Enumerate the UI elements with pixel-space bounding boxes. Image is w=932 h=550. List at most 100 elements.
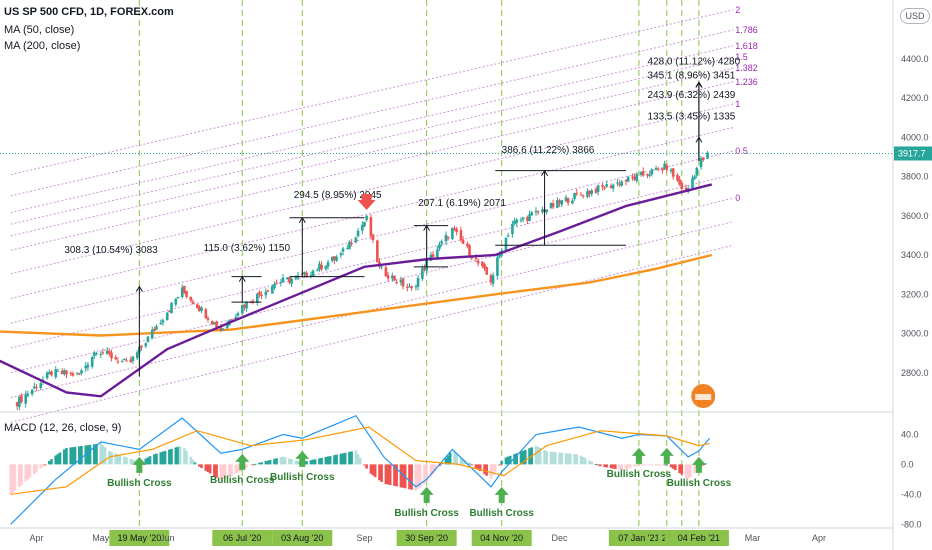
macd-histogram-bar xyxy=(39,464,43,469)
ma50-line xyxy=(0,183,713,398)
time-highlight-label: 30 Sep '20 xyxy=(405,533,448,543)
measure-label: 386.6 (11.22%) 3866 xyxy=(502,145,595,156)
candle-body xyxy=(506,235,510,237)
bullish-cross-label: Bullish Cross xyxy=(607,469,672,480)
candle-body xyxy=(616,182,619,184)
candle-body xyxy=(669,169,673,172)
macd-histogram-bar xyxy=(9,464,13,495)
candle-body xyxy=(350,242,353,244)
time-highlight-bg xyxy=(668,530,729,546)
candle-body xyxy=(459,230,463,241)
macd-histogram-bar xyxy=(251,464,255,466)
candle-body xyxy=(665,165,669,170)
macd-histogram-bar xyxy=(603,464,606,468)
time-highlight-bg xyxy=(109,530,170,546)
candle-body xyxy=(316,270,319,272)
macd-histogram-bar xyxy=(234,464,238,474)
candle-body xyxy=(273,284,276,289)
macd-histogram-bar xyxy=(573,454,576,465)
candle-body xyxy=(605,184,609,187)
candle-body xyxy=(695,167,699,176)
candle-body xyxy=(455,228,458,232)
candle-body xyxy=(431,254,435,257)
bullish-cross-label: Bullish Cross xyxy=(107,478,172,489)
macd-histogram-bar xyxy=(433,464,437,472)
candle-body xyxy=(626,176,630,182)
candle-body xyxy=(75,372,79,374)
candle-body xyxy=(155,326,158,330)
macd-histogram-bar xyxy=(500,461,503,465)
macd-histogram-bar xyxy=(215,464,218,478)
macd-histogram-bar xyxy=(575,454,579,465)
macd-histogram-bar xyxy=(704,463,707,465)
candle-body xyxy=(30,389,34,394)
candle-body xyxy=(174,298,178,305)
macd-histogram-bar xyxy=(129,458,133,465)
macd-histogram-bar xyxy=(429,464,433,477)
macd-histogram-bar xyxy=(146,457,150,465)
candle-body xyxy=(318,263,321,270)
ma200-legend: MA (200, close) xyxy=(4,40,81,52)
macd-histogram-bar xyxy=(183,448,186,465)
macd-histogram-bar xyxy=(230,464,233,476)
macd-histogram-bar xyxy=(204,464,208,471)
measure-label: 345.1 (8.96%) 3451 xyxy=(647,70,735,81)
candle-body xyxy=(693,176,696,179)
candle-body xyxy=(579,194,583,196)
candle-body xyxy=(391,275,394,279)
candle-body xyxy=(661,168,664,171)
fib-level-label: 1.5 xyxy=(735,52,748,62)
macd-histogram-bar xyxy=(78,446,81,465)
candle-body xyxy=(183,285,186,293)
candle-body xyxy=(120,361,124,363)
time-axis-label: Apr xyxy=(812,533,826,543)
macd-histogram-bar xyxy=(618,464,621,470)
last-price-label: 3917.7 xyxy=(898,148,926,158)
candle-body xyxy=(114,357,118,360)
candle-body xyxy=(451,227,454,239)
candle-body xyxy=(393,275,396,281)
ma50-legend: MA (50, close) xyxy=(4,24,75,36)
macd-histogram-bar xyxy=(309,460,313,465)
macd-histogram-bar xyxy=(279,457,283,465)
candle-body xyxy=(170,302,173,314)
macd-histogram-bar xyxy=(614,464,617,470)
macd-histogram-bar xyxy=(493,464,497,472)
macd-histogram-bar xyxy=(373,464,377,478)
macd-histogram-bar xyxy=(206,464,210,473)
currency-button[interactable]: USD xyxy=(900,8,930,24)
macd-histogram-bar xyxy=(536,446,540,465)
candle-body xyxy=(251,300,255,303)
macd-histogram-bar xyxy=(339,453,343,465)
macd-histogram-bar xyxy=(416,464,420,489)
macd-histogram-bar xyxy=(213,464,216,477)
candle-body xyxy=(99,353,103,355)
macd-histogram-bar xyxy=(108,451,111,465)
candle-body xyxy=(123,359,126,361)
macd-histogram-bar xyxy=(328,456,332,465)
candle-body xyxy=(483,264,486,269)
candle-body xyxy=(60,370,64,374)
candle-body xyxy=(654,168,658,170)
macd-histogram-bar xyxy=(528,448,531,465)
candle-body xyxy=(84,365,88,369)
macd-histogram-bar xyxy=(41,464,45,467)
macd-histogram-bar xyxy=(684,464,688,478)
macd-histogram-bar xyxy=(95,444,98,465)
candle-body xyxy=(339,253,343,256)
macd-histogram-bar xyxy=(168,449,171,465)
candle-body xyxy=(35,387,38,389)
macd-histogram-bar xyxy=(414,464,418,491)
candle-body xyxy=(39,383,43,388)
candle-body xyxy=(86,364,90,368)
candle-body xyxy=(671,168,675,177)
candle-body xyxy=(275,282,278,284)
macd-histogram-bar xyxy=(551,451,555,465)
macd-histogram-bar xyxy=(283,457,287,465)
candle-body xyxy=(491,275,495,284)
candle-body xyxy=(153,328,156,331)
macd-histogram-bar xyxy=(483,464,486,475)
candle-body xyxy=(620,181,624,186)
macd-histogram-bar xyxy=(461,458,465,465)
macd-histogram-bar xyxy=(425,464,428,483)
